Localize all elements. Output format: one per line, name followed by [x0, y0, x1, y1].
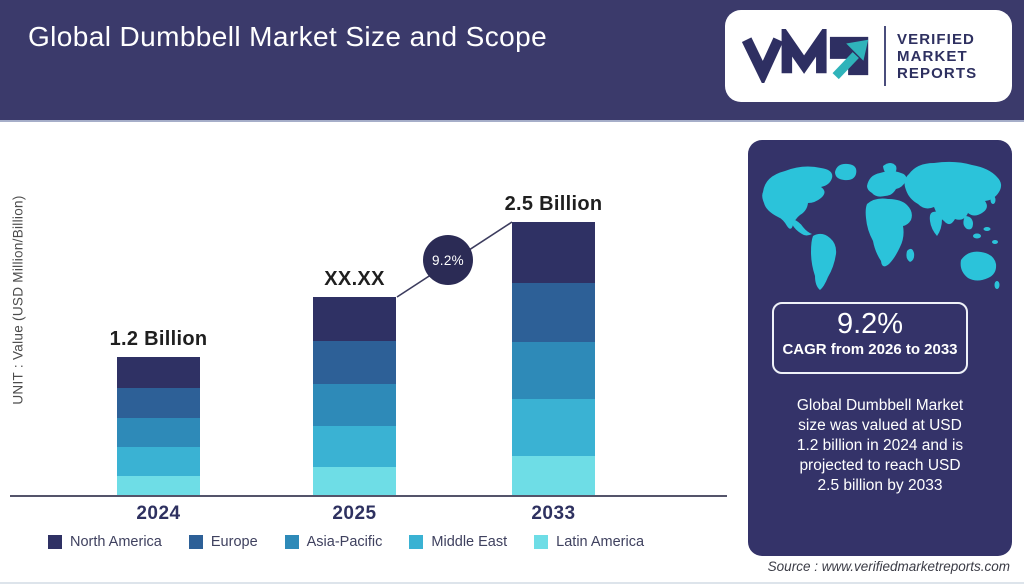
- cagr-value: 9.2%: [836, 308, 904, 340]
- world-map-icon: [762, 161, 1002, 290]
- bar-segment-asia-pacific: [512, 341, 595, 400]
- legend-swatch: [284, 535, 299, 549]
- legend-item-latin-america: Latin America: [534, 534, 644, 550]
- bar-segment-europe: [512, 282, 595, 342]
- bar-value-label-2025: XX.XX: [324, 268, 385, 290]
- bar-segment-asia-pacific: [313, 384, 396, 426]
- market-summary-text: Global Dumbbell Market size was valued a…: [796, 397, 964, 494]
- header-bar: Global Dumbbell Market Size and Scope VE…: [0, 0, 1024, 122]
- bar-value-label-2024: 1.2 Billion: [109, 328, 208, 350]
- x-axis-line: [10, 495, 727, 497]
- bar-segment-europe: [117, 387, 200, 418]
- bar-segment-north-america: [512, 222, 595, 283]
- logo-word-verified: VERIFIED: [897, 30, 975, 48]
- x-tick-label-2024: 2024: [136, 503, 181, 524]
- vmr-logo-icon: [739, 29, 873, 83]
- legend-swatch: [534, 535, 549, 549]
- x-tick-label-2025: 2025: [332, 503, 377, 524]
- legend-label: Middle East: [431, 534, 508, 550]
- y-axis-label: UNIT : Value (USD Million/Billion): [10, 195, 26, 405]
- logo-divider: [884, 26, 886, 86]
- bar-segment-north-america: [313, 297, 396, 341]
- logo-word-reports: REPORTS: [897, 64, 978, 82]
- cagr-box: 9.2% CAGR from 2026 to 2033: [772, 302, 968, 374]
- logo-word-market: MARKET: [897, 47, 968, 65]
- bar-segment-latin-america: [313, 467, 396, 497]
- logo-wordmark: VERIFIED MARKET REPORTS: [897, 31, 977, 82]
- bar-segment-europe: [313, 341, 396, 384]
- growth-badge: 9.2%: [423, 235, 473, 285]
- bar-segment-middle-east: [512, 399, 595, 456]
- vmr-logo: VERIFIED MARKET REPORTS: [725, 10, 1012, 102]
- legend-item-asia-pacific: Asia-Pacific: [284, 534, 383, 550]
- bar-segment-asia-pacific: [117, 417, 200, 448]
- bar-value-label-2033: 2.5 Billion: [504, 193, 603, 215]
- legend-label: Latin America: [556, 534, 645, 550]
- bar-2033: [512, 222, 595, 497]
- legend-item-europe: Europe: [188, 534, 258, 550]
- page-title: Global Dumbbell Market Size and Scope: [28, 21, 548, 52]
- bar-segment-latin-america: [117, 476, 200, 497]
- legend-swatch: [48, 535, 62, 549]
- bar-2024: [117, 357, 200, 497]
- legend-label: Asia-Pacific: [306, 534, 383, 550]
- legend-item-middle-east: Middle East: [409, 534, 507, 550]
- source-url: Source : www.verifiedmarketreports.com: [767, 559, 1010, 574]
- bar-segment-middle-east: [117, 447, 200, 476]
- bar-2025: [313, 297, 396, 497]
- summary-panel: 9.2% CAGR from 2026 to 2033 Global Dumbb…: [748, 140, 1012, 556]
- bottom-divider: [0, 582, 1024, 584]
- bar-segment-middle-east: [313, 426, 396, 467]
- legend-label: Europe: [210, 534, 258, 550]
- x-tick-label-2033: 2033: [531, 503, 576, 524]
- bar-segment-latin-america: [512, 455, 595, 497]
- legend-swatch: [409, 535, 424, 549]
- bar-segment-north-america: [117, 357, 200, 388]
- legend-item-north-america: North America: [48, 534, 162, 550]
- legend-label: North America: [70, 534, 162, 550]
- cagr-label: CAGR from 2026 to 2033: [782, 341, 958, 358]
- legend-swatch: [188, 535, 203, 549]
- chart-legend: North America Europe Asia-Pacific Middle Ea…: [48, 534, 644, 550]
